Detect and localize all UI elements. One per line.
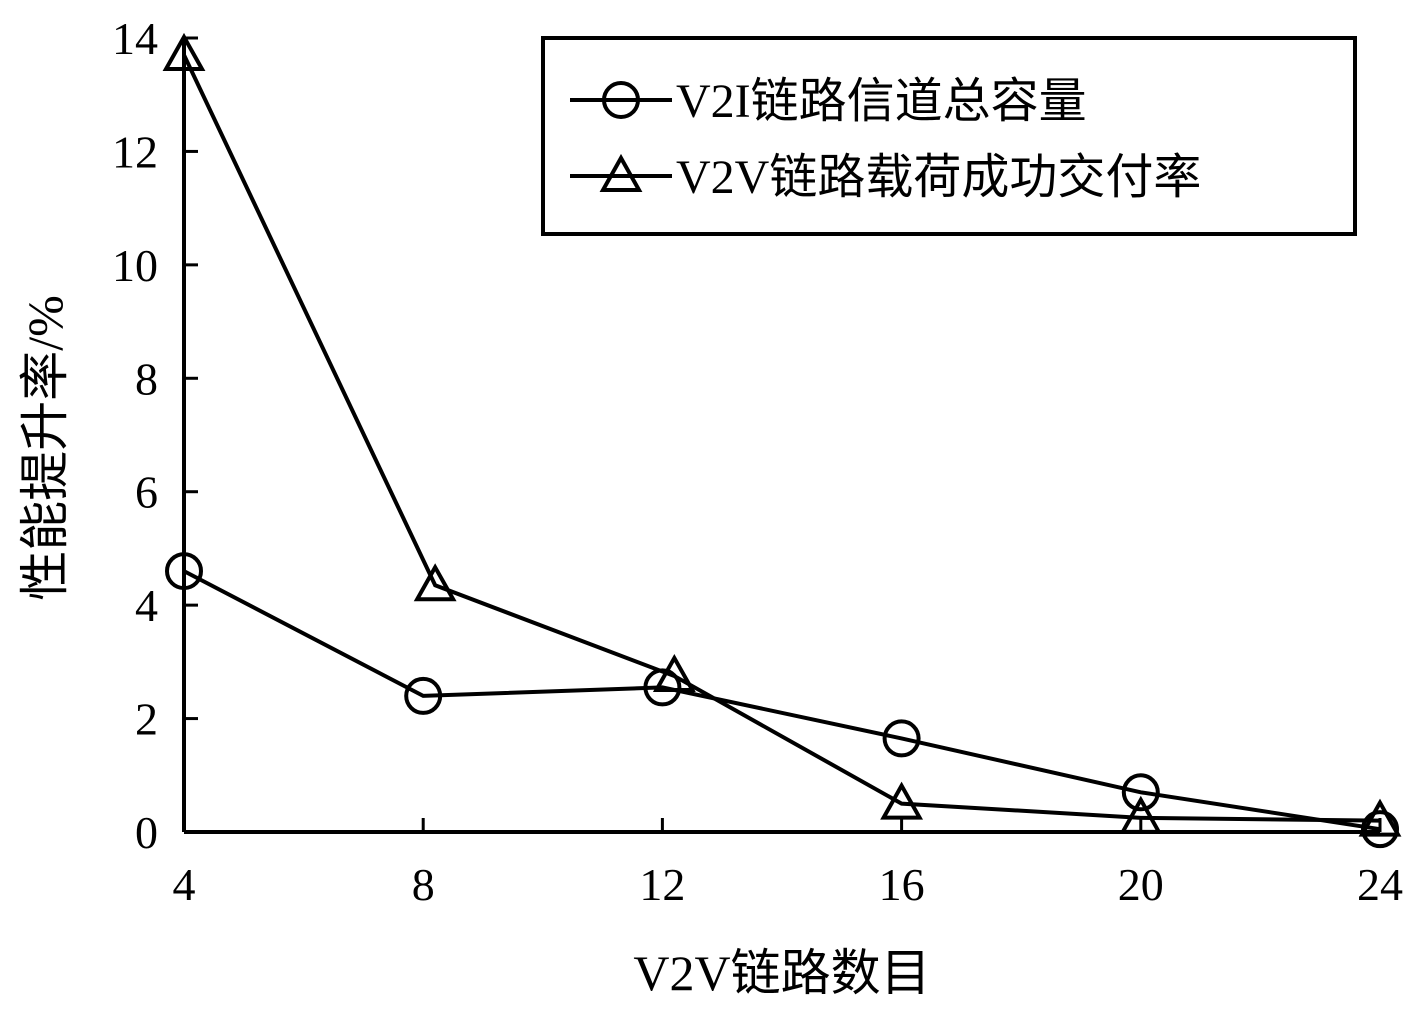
x-tick-label: 8 xyxy=(412,859,435,910)
x-tick-label: 16 xyxy=(879,859,925,910)
series-layer xyxy=(162,32,1402,849)
x-tick-label: 24 xyxy=(1357,859,1403,910)
legend-marker-v2i-capacity xyxy=(602,81,640,119)
data-point-v2v-delivery xyxy=(1358,798,1402,837)
data-point-v2v-delivery xyxy=(162,32,206,72)
series-line-v2i-capacity xyxy=(183,569,1381,832)
y-tick-label: 0 xyxy=(135,807,158,858)
y-tick-label: 14 xyxy=(112,13,158,64)
y-axis-title: 性能提升率/% xyxy=(17,295,73,601)
y-tick-label: 10 xyxy=(112,240,158,291)
data-point-v2i-capacity xyxy=(165,552,203,591)
legend-box xyxy=(541,36,1357,236)
y-tick-label: 8 xyxy=(135,353,158,404)
data-point-v2i-capacity xyxy=(404,676,443,715)
x-tick-label: 20 xyxy=(1118,859,1164,910)
x-tick-label: 4 xyxy=(173,859,196,910)
x-axis-title: V2V链路数目 xyxy=(633,945,930,1001)
data-point-v2v-delivery xyxy=(880,781,924,820)
legend-label-v2i-capacity: V2I链路信道总容量 xyxy=(676,75,1087,128)
series-line-v2v-delivery xyxy=(182,54,1381,823)
y-tick-label: 4 xyxy=(135,580,158,631)
legend-label-v2v-delivery: V2V链路载荷成功交付率 xyxy=(676,151,1201,204)
data-point-v2i-capacity xyxy=(1121,773,1160,812)
y-tick-label: 6 xyxy=(135,467,158,518)
data-point-v2v-delivery xyxy=(652,653,696,693)
data-point-v2v-delivery xyxy=(1119,795,1163,834)
legend-marker-v2v-delivery xyxy=(599,153,643,192)
x-tick-label: 12 xyxy=(639,859,685,910)
data-point-v2v-delivery xyxy=(413,563,457,602)
y-tick-label: 12 xyxy=(112,126,158,177)
data-point-v2i-capacity xyxy=(882,719,921,758)
y-tick-label: 2 xyxy=(135,694,158,745)
legend: V2I链路信道总容量 V2V链路载荷成功交付率 xyxy=(541,36,1357,236)
